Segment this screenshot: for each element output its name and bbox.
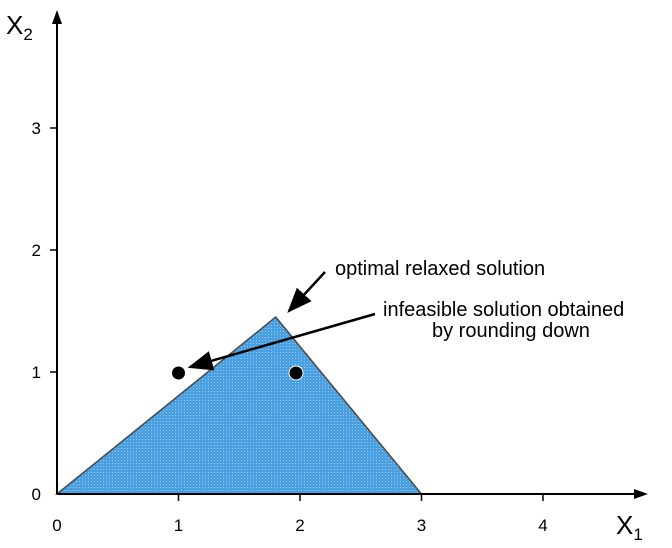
x-axis-title-main: X [616,510,633,540]
x-axis-title: X1 [616,510,643,544]
x-axis-arrowhead [634,489,648,499]
integer-point [171,365,186,381]
x-tick-label: 2 [295,516,304,535]
feasible-region-outline [56,316,422,495]
y-ticks: 0 1 2 3 [32,119,57,504]
x-tick-label: 1 [174,516,183,535]
x-axis-title-subscript: 1 [633,525,642,544]
y-axis-title-main: X [6,10,23,40]
y-tick-label: 3 [32,119,41,138]
y-tick-label: 1 [32,363,41,382]
y-axis-title-subscript: 2 [23,25,32,44]
x-tick-label: 0 [52,516,61,535]
y-axis-title: X2 [6,10,33,44]
feasible-region [54,316,424,495]
arrow-optimal [287,271,326,313]
annotation-optimal: optimal relaxed solution [335,258,545,280]
x-tick-label: 4 [538,516,547,535]
arrow-infeasible [187,312,376,371]
y-tick-label: 2 [32,241,41,260]
x-tick-label: 3 [417,516,426,535]
y-axis-arrowhead [52,10,62,24]
y-tick-label: 0 [32,485,41,504]
x-ticks: 0 1 2 3 4 [52,494,548,535]
annotation-infeasible-line2: by rounding down [432,320,590,342]
integer-points [171,365,304,381]
integer-point [288,365,304,381]
annotation-infeasible-line1: infeasible solution obtained [383,299,624,321]
